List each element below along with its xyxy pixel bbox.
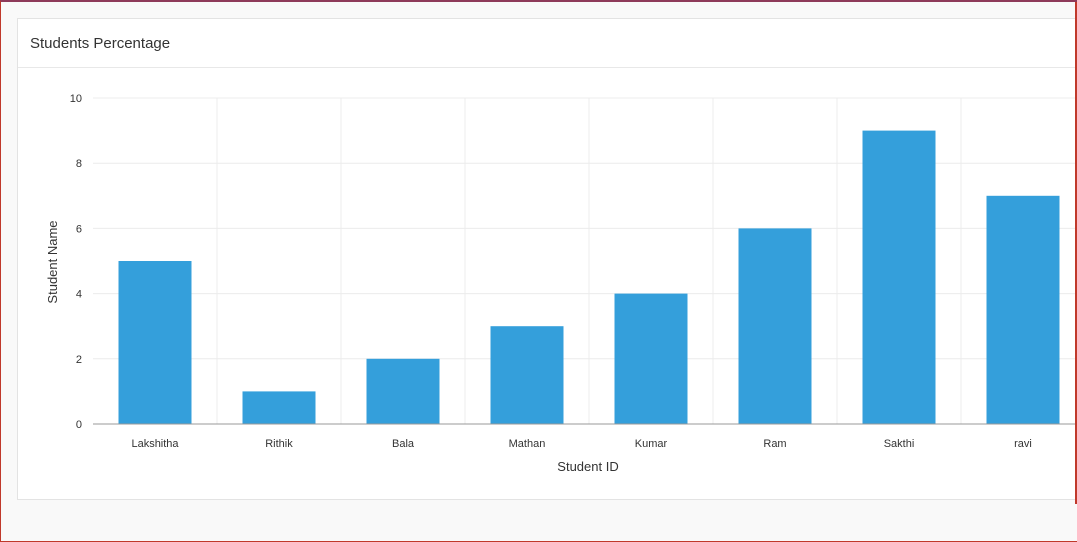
x-tick-label: Lakshitha [131,438,179,450]
x-tick-label: Bala [392,438,415,450]
x-tick-label: Rithik [265,438,293,450]
bar-sakthi[interactable] [862,130,936,424]
y-axis-label: Student Name [45,220,60,303]
x-axis-label: Student ID [557,459,618,474]
y-tick-label: 8 [76,158,82,170]
y-tick-label: 2 [76,354,82,366]
bar-lakshitha[interactable] [118,261,192,424]
window-edge [1075,0,1077,504]
bar-ram[interactable] [738,228,812,424]
bar-mathan[interactable] [490,326,564,424]
x-tick-label: Ram [763,438,786,450]
y-tick-label: 6 [76,223,82,235]
x-tick-labels: Lakshitha Rithik Bala Mathan Kumar Ram Sakthi r… [131,438,1031,450]
x-tick-label: Sakthi [884,438,915,450]
y-tick-label: 0 [76,419,82,431]
chart-bars [118,130,1060,424]
panel-title: Students Percentage [30,34,171,52]
y-tick-label: 10 [70,93,82,105]
x-tick-label: Mathan [509,438,546,450]
x-tick-label: ravi [1014,438,1032,450]
y-tick-labels: 0 2 4 6 8 10 [70,93,82,431]
x-tick-label: Kumar [635,438,668,450]
panel-header: Students Percentage [18,19,1077,68]
bar-ravi[interactable] [986,195,1060,424]
bar-rithik[interactable] [242,391,316,424]
bar-kumar[interactable] [614,293,688,424]
y-tick-label: 4 [76,289,82,301]
bar-bala[interactable] [366,358,440,424]
